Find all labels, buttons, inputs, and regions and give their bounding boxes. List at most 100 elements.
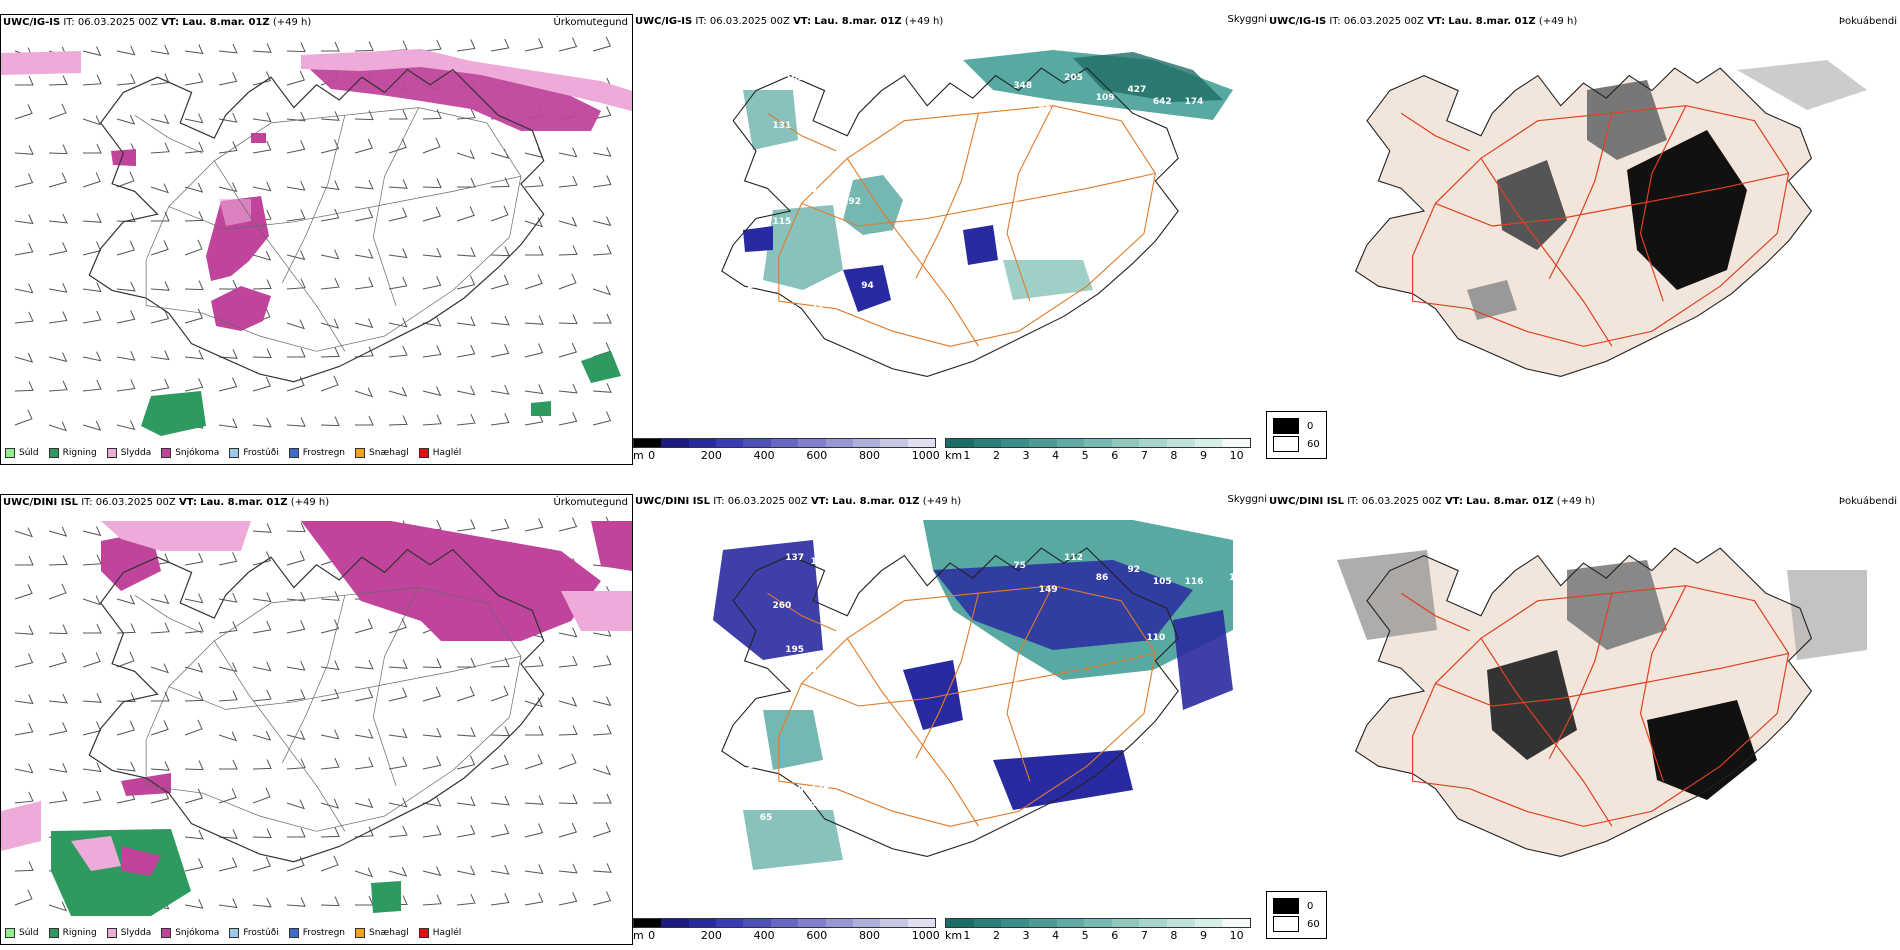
fog-legend-label: 0 (1307, 900, 1314, 912)
wind-barb (388, 825, 408, 838)
ceiling-label: 427 (1128, 85, 1147, 95)
colorbar-tick: 10 (1229, 929, 1244, 942)
wind-barb (524, 518, 544, 532)
product-title: Úrkomutegund (553, 17, 628, 28)
legend-label: Frostregn (302, 928, 346, 938)
wind-barb (558, 627, 578, 638)
legend-swatch (355, 928, 366, 938)
ceiling-label: 174 (1185, 97, 1204, 107)
wind-barb (150, 114, 170, 125)
wind-barb (14, 352, 34, 363)
wind-barb (286, 660, 306, 671)
ceiling-label: 90 (747, 201, 760, 211)
colorbar-tick: 6 (1111, 449, 1119, 462)
ceiling-label: 86 (1096, 573, 1109, 583)
wind-barb (184, 552, 204, 566)
wind-barb (490, 148, 510, 159)
fog-map[interactable] (1267, 30, 1900, 430)
precip-map[interactable] (1, 31, 632, 436)
precip-map[interactable] (1, 511, 632, 916)
ceiling-label: 117 (760, 333, 779, 343)
precip-panel-bottom: UWC/DINI ISL IT: 06.03.2025 00Z VT: Lau.… (0, 494, 633, 945)
wind-barb (184, 760, 204, 771)
legend-item: Slydda (106, 448, 151, 458)
colorbar-cell (634, 439, 662, 447)
wind-barb (354, 798, 374, 809)
wind-barb (286, 209, 306, 222)
ceiling-label: 109 (1096, 93, 1115, 103)
wind-barb (422, 39, 442, 52)
wind-barb (389, 109, 408, 120)
legend-label: Súld (19, 928, 39, 938)
road (1480, 637, 1613, 827)
legend-swatch (5, 928, 15, 938)
road (915, 593, 980, 759)
colorbar-tick: 8 (1170, 449, 1178, 462)
wind-barb (558, 245, 578, 256)
ceiling-label: 139 (785, 785, 804, 795)
precip-panel-top: UWC/IG-IS IT: 06.03.2025 00Z VT: Lau. 8.… (0, 14, 633, 465)
wind-barb (184, 182, 204, 193)
wind-barb (558, 753, 577, 770)
legend-swatch (48, 448, 59, 458)
wind-barb (286, 111, 306, 122)
wind-barb (184, 308, 203, 324)
ceiling-label: 131 (773, 121, 792, 131)
wind-barb (252, 730, 272, 741)
road (1480, 157, 1613, 347)
wind-barb (48, 421, 68, 432)
wind-barb (82, 554, 102, 566)
road (282, 595, 346, 763)
colorbar-cell (1056, 439, 1085, 447)
road (801, 652, 1156, 707)
wind-barb (354, 41, 374, 52)
ceiling-label: 33 (811, 301, 824, 311)
wind-barb (252, 417, 272, 428)
legend-label: Rigning (62, 928, 97, 938)
wind-barb (490, 795, 510, 806)
wind-barb (252, 348, 272, 359)
wind-barb (252, 759, 272, 770)
wind-barb (286, 70, 305, 86)
wind-barb (286, 689, 306, 702)
wind-barb (116, 240, 135, 256)
road (1548, 593, 1613, 759)
ceiling-label: 115 (773, 217, 792, 227)
fog-map[interactable] (1267, 510, 1900, 910)
wind-barb (456, 865, 476, 876)
wind-barb (116, 73, 136, 86)
wind-barb (82, 74, 102, 86)
panel-title: UWC/IG-IS IT: 06.03.2025 00Z VT: Lau. 8.… (1269, 16, 1578, 27)
fog-legend: 0 60 (1266, 411, 1327, 459)
cloud-map[interactable]: 75 112 86 92 105 116 152 149 142 137 172 260 195 215 2… (633, 510, 1267, 910)
wind-barb (592, 383, 612, 393)
wind-barb (524, 656, 544, 668)
product-title: Skyggni (1227, 494, 1267, 505)
wind-barb (456, 727, 476, 737)
colorbar-cell (1222, 919, 1251, 927)
colorbar-cell (1111, 919, 1140, 927)
colorbar-cell (1139, 919, 1168, 927)
wind-barb (150, 240, 169, 256)
wind-barb (14, 653, 34, 668)
wind-barb (320, 729, 340, 740)
wind-barb (388, 179, 408, 189)
legend-swatch (355, 448, 366, 458)
wind-barb (48, 242, 68, 256)
colorbar-cell (688, 919, 717, 927)
road (282, 115, 346, 283)
wind-barb (320, 660, 340, 671)
wind-barb (592, 106, 612, 120)
fog-legend-row: 0 (1273, 898, 1320, 914)
wind-barb (558, 655, 578, 668)
road (1639, 585, 1687, 782)
wind-barb (320, 619, 340, 634)
wind-barb (286, 319, 306, 330)
wind-barb (184, 141, 204, 154)
ceiling-label: 117 (773, 697, 792, 707)
product-title: Úrkomutegund (553, 497, 628, 508)
altitude-colorbar: m 0 200 400 600 800 1000 (633, 438, 940, 462)
road (778, 585, 1156, 827)
wind-barb (150, 142, 170, 154)
